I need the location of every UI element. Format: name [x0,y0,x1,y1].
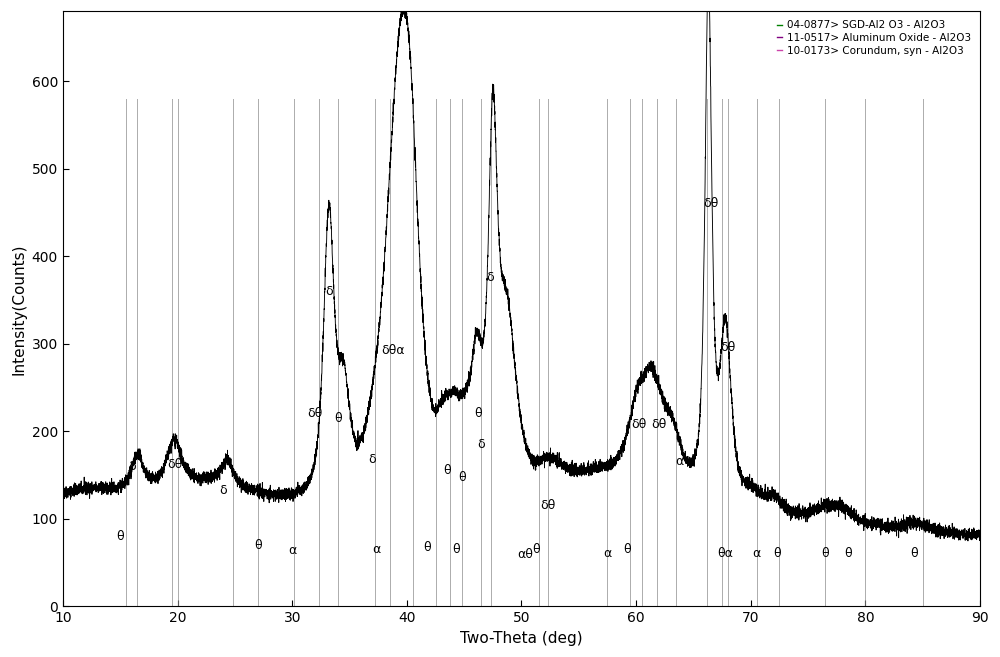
X-axis label: Two-Theta (deg): Two-Theta (deg) [460,631,583,646]
Text: α: α [372,543,380,556]
Text: δ: δ [220,484,227,497]
Text: δθ: δθ [540,499,555,512]
Text: δθ: δθ [720,342,735,354]
Text: δθ: δθ [651,419,667,432]
Text: θα: θα [718,547,733,560]
Text: δθα: δθα [381,344,405,357]
Text: αθ: αθ [517,548,533,561]
Text: θ: θ [458,471,466,484]
Text: α: α [603,547,612,560]
Text: α: α [752,547,761,560]
Text: α: α [676,455,684,468]
Text: α: α [288,543,296,556]
Text: δ: δ [128,459,136,472]
Text: θ: θ [443,464,451,477]
Text: δθ: δθ [308,407,323,420]
Text: δθ: δθ [703,197,718,210]
Text: θ: θ [844,547,852,560]
Text: θ: θ [821,547,829,560]
Text: δθ: δθ [168,458,183,471]
Text: θ: θ [334,412,342,425]
Text: θ: θ [910,547,917,560]
Text: θ: θ [424,541,431,554]
Text: θ: θ [116,530,124,543]
Text: θ: θ [773,547,781,560]
Legend: 04-0877> SGD-Al2 O3 - Al2O3, 11-0517> Aluminum Oxide - Al2O3, 10-0173> Corundum,: 04-0877> SGD-Al2 O3 - Al2O3, 11-0517> Al… [773,16,975,60]
Text: δ: δ [325,285,333,298]
Text: δ: δ [478,438,485,451]
Text: θ: θ [623,543,631,556]
Text: δθ: δθ [631,419,646,432]
Text: θ: θ [452,543,460,556]
Text: δ: δ [369,453,376,466]
Y-axis label: Intensity(Counts): Intensity(Counts) [11,243,26,374]
Text: θ: θ [533,543,540,556]
Text: δ: δ [487,271,494,284]
Text: θ: θ [474,407,482,420]
Text: θ: θ [254,539,262,552]
